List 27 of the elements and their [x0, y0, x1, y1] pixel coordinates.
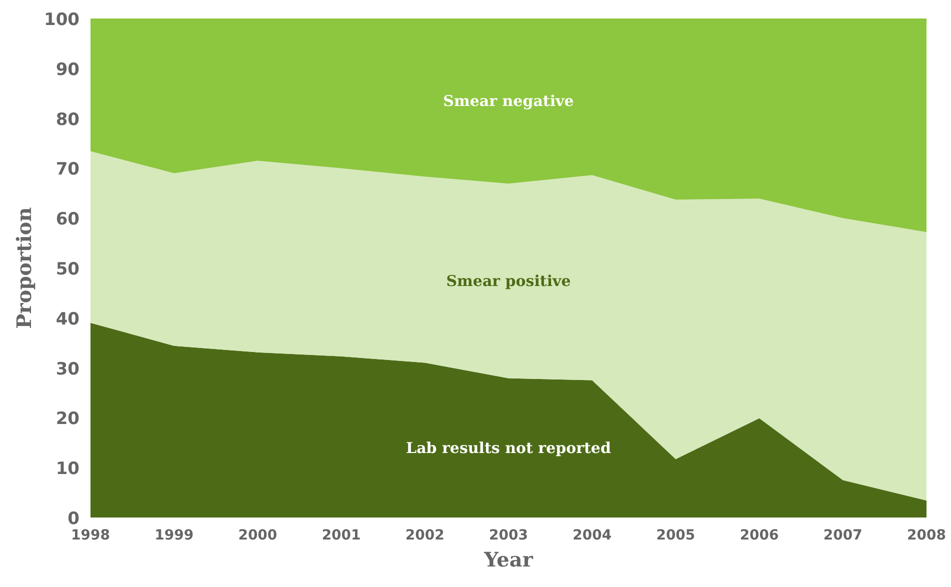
x-tick-label: 2000	[238, 528, 278, 544]
x-tick-label: 2002	[405, 528, 444, 544]
y-tick-label: 90	[56, 60, 80, 80]
y-tick-label: 50	[56, 260, 80, 280]
y-tick-label: 30	[56, 359, 80, 380]
x-tick-label: 2001	[322, 528, 361, 544]
x-tick-label: 1998	[71, 528, 110, 544]
x-tick-label: 2007	[823, 528, 862, 544]
x-tick-label: 1999	[154, 528, 194, 544]
y-tick-label: 70	[56, 160, 80, 180]
y-tick-label: 10	[56, 459, 80, 480]
x-tick-label: 2004	[572, 528, 612, 544]
y-tick-label: 20	[56, 409, 80, 430]
y-axis-title: Proportion	[12, 206, 36, 329]
series-label: Lab results not reported	[406, 438, 612, 457]
x-tick-label: 2003	[489, 528, 528, 544]
y-tick-label: 40	[56, 309, 80, 330]
x-tick-label: 2006	[740, 528, 779, 544]
y-tick-label: 100	[44, 10, 80, 30]
series-label: Smear negative	[443, 92, 574, 110]
x-axis-title: Year	[483, 548, 534, 572]
series-label: Smear positive	[446, 272, 571, 290]
y-tick-label: 60	[56, 210, 80, 230]
y-tick-label: 80	[56, 110, 80, 130]
x-tick-label: 2005	[656, 528, 696, 544]
y-tick-label: 0	[68, 509, 80, 529]
x-tick-label: 2008	[907, 528, 946, 544]
